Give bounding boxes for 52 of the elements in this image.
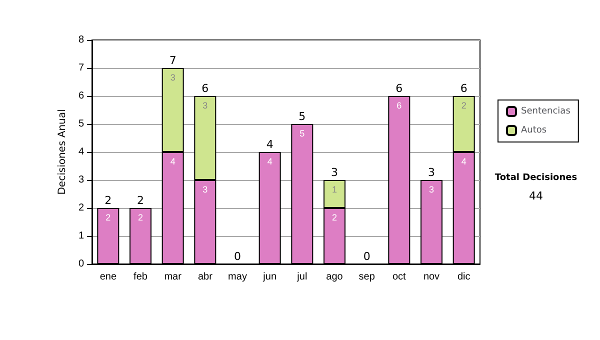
data-label: 4	[267, 156, 272, 166]
data-label: 3	[170, 72, 176, 82]
y-tick-label: 0	[78, 258, 84, 270]
x-tick-label: oct	[392, 272, 406, 282]
x-tick-label: ago	[326, 272, 344, 282]
data-label: 2	[138, 212, 144, 222]
data-label: 2	[106, 212, 111, 222]
y-tick-label: 2	[78, 202, 84, 214]
text: Total Decisiones	[494, 173, 578, 183]
total-label: 7	[169, 54, 176, 67]
total-label: 3	[331, 166, 338, 179]
data-label: 6	[396, 100, 402, 110]
x-tick-label: abr	[198, 272, 214, 282]
total-label: 3	[428, 166, 435, 179]
y-tick-label: 6	[78, 90, 84, 102]
total-label: 4	[266, 138, 274, 151]
y-tick-label: 3	[78, 174, 84, 186]
data-label: 3	[202, 184, 208, 194]
data-label: 3	[428, 184, 434, 194]
y-axis-title: Decisiones Anual	[57, 109, 68, 195]
data-label: 4	[170, 156, 176, 166]
y-tick-label: 7	[78, 62, 84, 74]
legend-label: Autos	[521, 126, 547, 136]
y-tick-label: 5	[78, 118, 84, 130]
y-tick-label: 4	[78, 146, 84, 158]
text: 44	[529, 190, 543, 202]
data-label: 5	[300, 128, 305, 138]
x-tick-label: nov	[423, 272, 440, 282]
total-label: 5	[298, 110, 306, 123]
x-tick-label: ene	[100, 272, 117, 282]
data-label: 4	[461, 156, 466, 166]
total-label: 6	[396, 82, 403, 95]
x-tick-label: jun	[262, 272, 277, 282]
total-label: 0	[234, 250, 241, 263]
total-label: 6	[202, 82, 209, 95]
x-tick-label: dic	[457, 272, 470, 282]
x-tick-label: feb	[134, 272, 148, 282]
data-label: 3	[202, 100, 208, 110]
x-tick-label: jul	[296, 272, 308, 282]
x-tick-label: may	[228, 272, 247, 282]
x-tick-label: sep	[358, 272, 376, 282]
total-label: 6	[460, 82, 468, 95]
x-tick-label: mar	[164, 272, 182, 282]
legend-label: Sentencias	[521, 106, 571, 116]
data-label: 2	[332, 212, 338, 222]
data-label: 2	[461, 100, 466, 110]
y-tick-label: 8	[78, 34, 84, 46]
y-tick-label: 1	[78, 230, 84, 242]
data-label: 1	[332, 184, 338, 194]
total-label: 2	[104, 194, 112, 207]
total-label: 0	[363, 250, 370, 263]
total-label: 2	[137, 194, 144, 207]
